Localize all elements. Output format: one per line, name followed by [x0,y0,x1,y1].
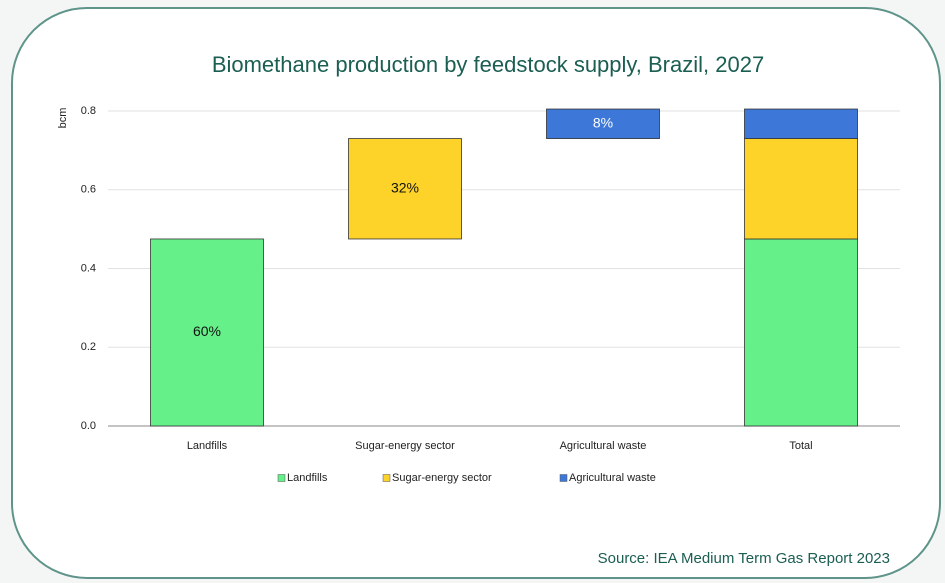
x-tick-label: Agricultural waste [560,440,647,452]
legend-label: Agricultural waste [569,472,656,484]
data-label: 60% [193,323,221,339]
legend-swatch [559,474,568,482]
chart-title: Biomethane production by feedstock suppl… [212,52,764,77]
total-bar-segment [744,108,858,139]
legend-swatch [382,474,391,482]
y-tick-label: 0.4 [81,262,96,274]
total-bar-segment [744,238,858,427]
x-tick-label: Total [789,440,812,452]
bar [546,108,660,139]
data-label: 8% [593,115,613,131]
total-bar-segment [744,138,858,240]
x-tick-label: Sugar-energy sector [355,440,455,452]
y-axis-label: bcm [57,108,69,129]
panel [11,7,941,579]
y-tick-label: 0.2 [81,341,96,353]
source-note: Source: IEA Medium Term Gas Report 2023 [598,550,890,567]
x-tick-label: Landfills [187,440,228,452]
legend-label: Landfills [287,472,328,484]
bar [150,238,264,427]
y-tick-label: 0.0 [81,420,96,432]
legend-swatch [277,474,286,482]
y-tick-label: 0.8 [81,105,96,117]
y-tick-label: 0.6 [81,184,96,196]
bar [348,138,462,240]
data-label: 32% [391,179,419,195]
legend-label: Sugar-energy sector [392,472,492,484]
